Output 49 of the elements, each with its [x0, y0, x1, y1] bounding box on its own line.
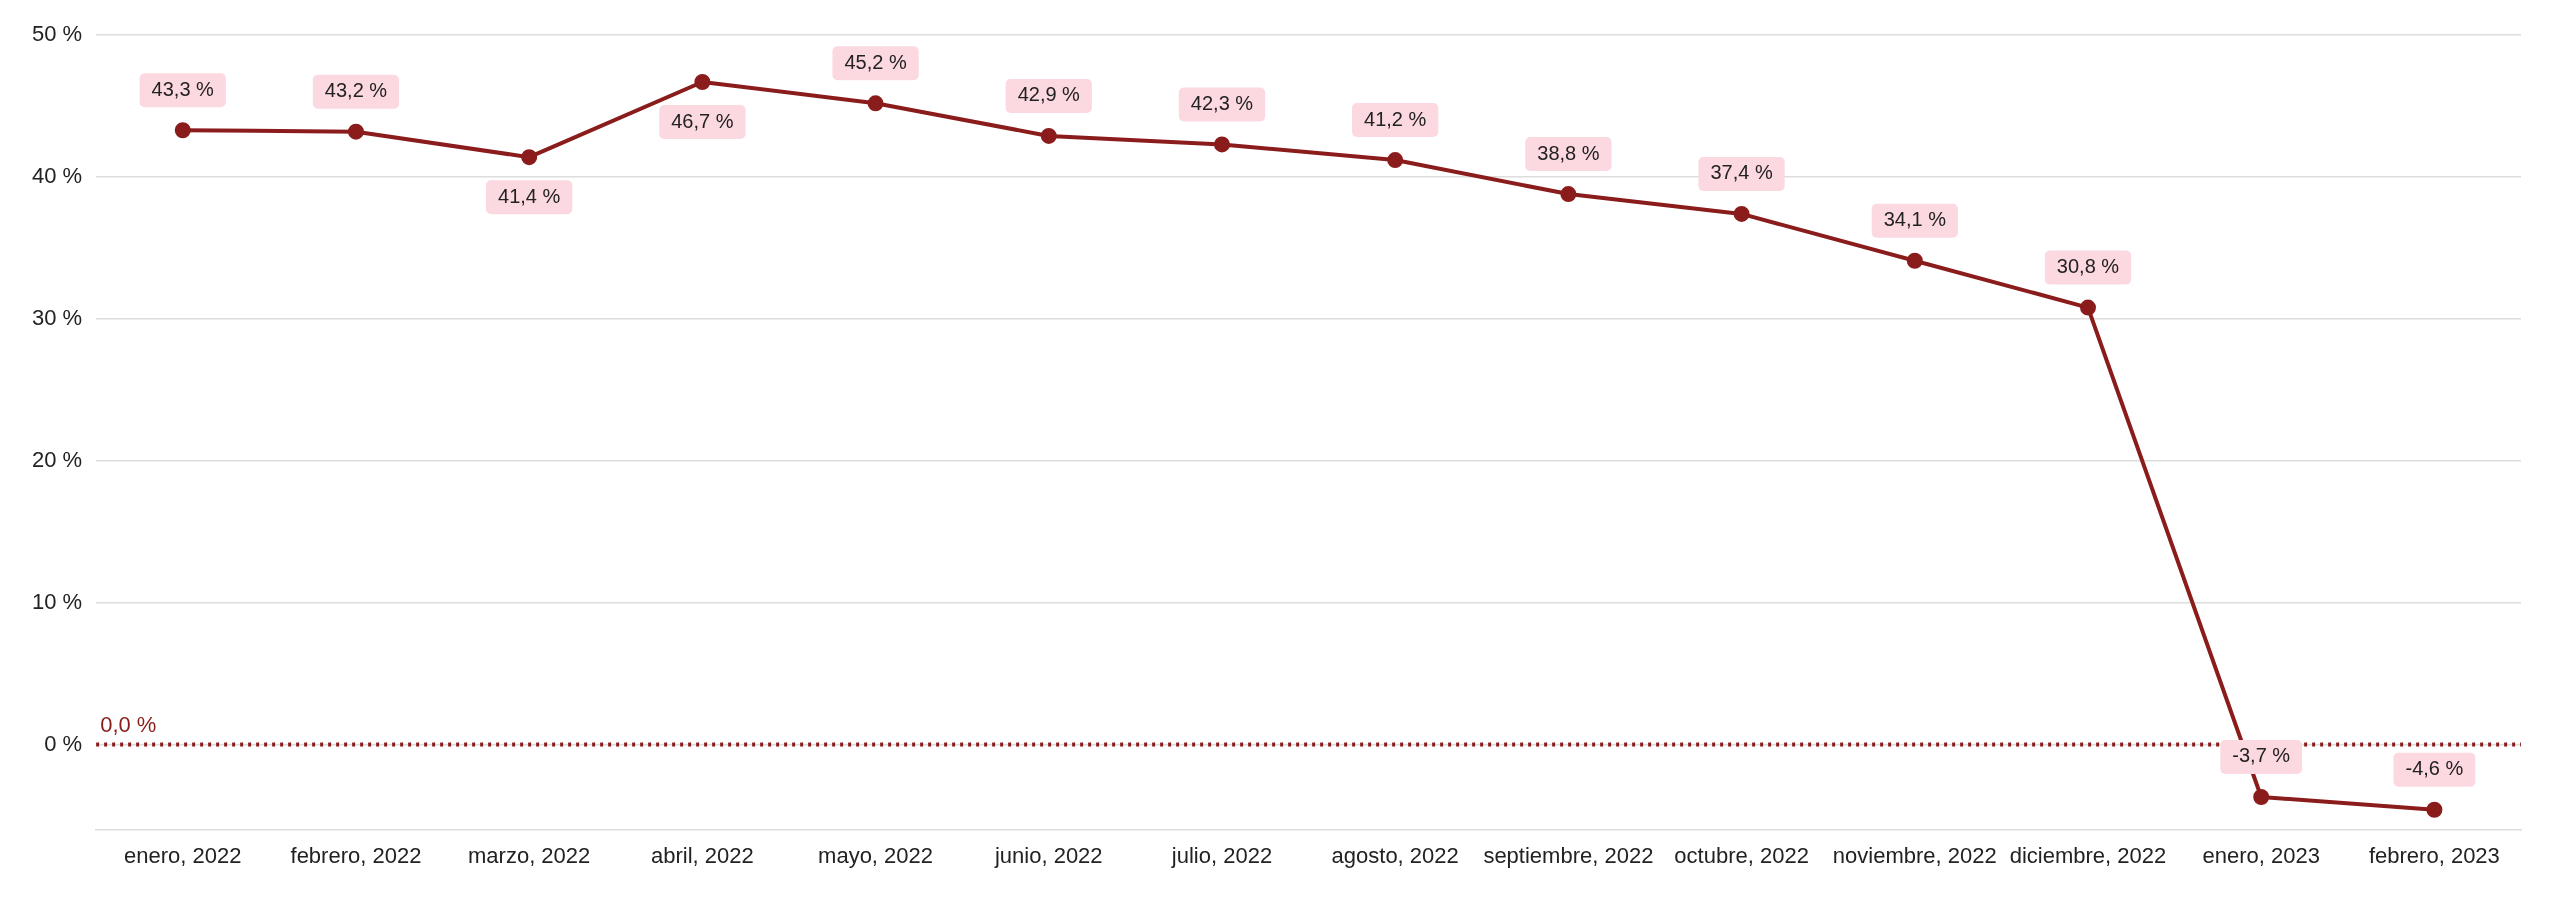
x-tick-label: junio, 2022: [993, 842, 1103, 868]
y-tick-label: 20 %: [31, 446, 83, 472]
data-label: 42,9 %: [1017, 83, 1081, 106]
point: [1387, 152, 1404, 169]
x-tick-label: octubre, 2022: [1674, 842, 1809, 868]
data-label: 43,2 %: [324, 79, 388, 102]
data-label: 41,2 %: [1364, 107, 1427, 130]
x-tick-label: enero, 2023: [2202, 842, 2320, 868]
point: [2253, 788, 2270, 805]
data-label: 42,3 %: [1190, 91, 1254, 114]
point: [1560, 186, 1577, 203]
x-tick-label: diciembre, 2022: [2009, 842, 2167, 868]
point: [347, 123, 364, 140]
point: [2079, 299, 2096, 316]
point: [521, 149, 538, 166]
data-label: 43,3 %: [151, 77, 215, 100]
data-label: -3,7 %: [2232, 744, 2291, 767]
point: [1733, 205, 1750, 222]
y-tick-label: 30 %: [31, 304, 83, 330]
data-label: 37,4 %: [1710, 161, 1773, 184]
x-tick-label: mayo, 2022: [818, 842, 934, 868]
x-tick-label: enero, 2022: [124, 842, 242, 868]
y-tick-label: 0 %: [44, 730, 83, 756]
point: [174, 122, 191, 139]
x-tick-label: julio, 2022: [1170, 842, 1273, 868]
data-label: 38,8 %: [1537, 141, 1600, 164]
point: [867, 95, 884, 112]
point: [1040, 127, 1057, 144]
point: [2426, 801, 2443, 818]
data-label: 46,7 %: [671, 109, 734, 132]
x-tick-label: septiembre, 2022: [1483, 842, 1654, 868]
point: [1906, 252, 1923, 269]
data-label: 30,8 %: [2056, 255, 2120, 278]
x-tick-label: febrero, 2022: [290, 842, 422, 868]
data-label: 34,1 %: [1883, 208, 1947, 231]
y-tick-label: 50 %: [31, 21, 83, 47]
x-tick-label: febrero, 2023: [2368, 842, 2500, 868]
x-tick-label: agosto, 2022: [1331, 842, 1459, 868]
x-tick-label: abril, 2022: [650, 842, 754, 868]
point: [694, 74, 711, 91]
x-tick-label: noviembre, 2022: [1832, 842, 1997, 868]
data-label: 41,4 %: [498, 184, 561, 207]
data-label: -4,6 %: [2405, 757, 2464, 780]
point: [1213, 136, 1230, 153]
x-tick-label: marzo, 2022: [468, 842, 591, 868]
data-label: 45,2 %: [844, 50, 907, 73]
y-tick-label: 40 %: [31, 163, 83, 189]
y-tick-label: 10 %: [31, 588, 83, 614]
ref-line-label: 0,0 %: [100, 711, 157, 737]
